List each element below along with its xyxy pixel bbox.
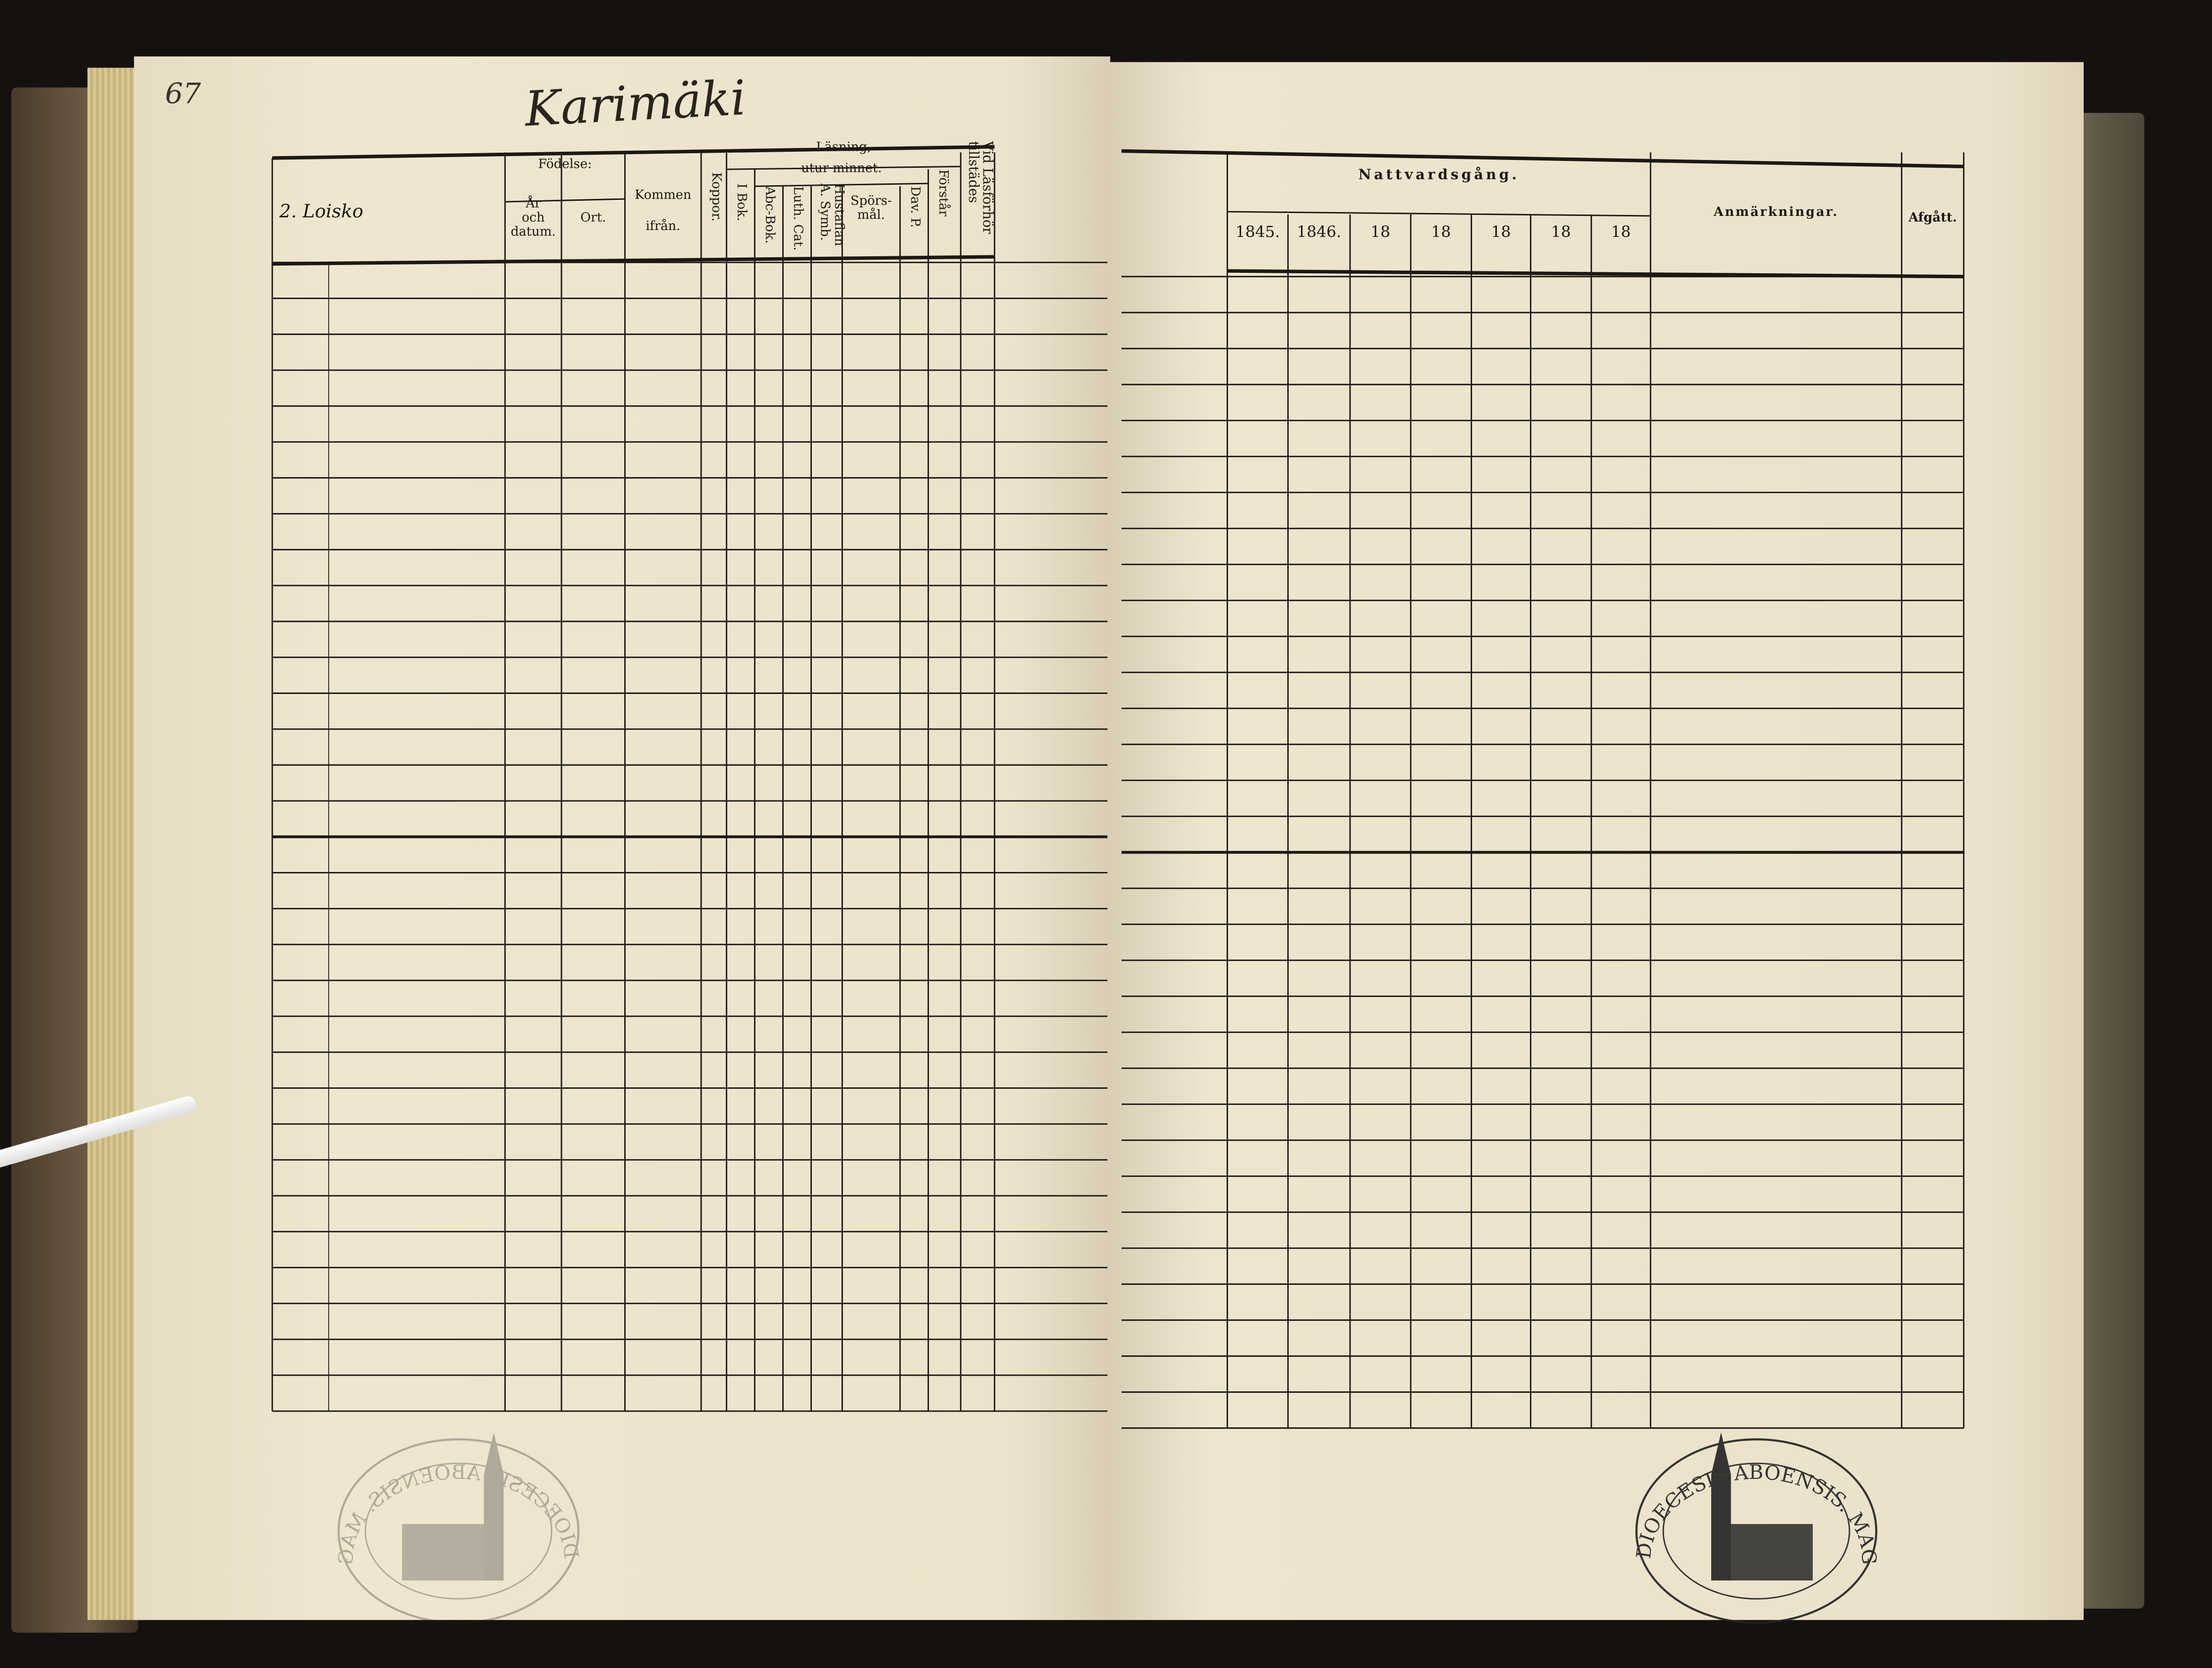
text: datum. xyxy=(510,226,556,240)
year-header: 18 xyxy=(1491,223,1511,242)
rule-line xyxy=(726,165,961,170)
header-dav-p: Dav. P. xyxy=(907,186,921,228)
rule-line xyxy=(505,198,625,203)
header-sporsmal: Spörs- mål. xyxy=(842,195,900,223)
right-page xyxy=(1107,62,2084,1620)
header-vid-lasforhor: Vid Läsförhör tillstädes xyxy=(965,141,995,234)
rule-line xyxy=(1227,211,1651,217)
text: ifrån. xyxy=(646,220,681,234)
text: och xyxy=(522,212,545,226)
diocese-stamp: DIOECESIS ABOENSIS. MAGN. FINL. xyxy=(0,0,1881,1624)
rule-line xyxy=(755,182,929,187)
text: Spörs- xyxy=(850,195,892,209)
header-afgatt: Afgått. xyxy=(1908,212,1957,226)
household-label: 2. Loisko xyxy=(279,201,364,223)
top-rule xyxy=(1121,149,1964,169)
year-header: 18 xyxy=(1611,223,1631,242)
header-luth-cat: Luth. Cat. xyxy=(790,186,805,251)
text: mål. xyxy=(857,209,885,223)
header-kommen-ifran: Kommen ifrån. xyxy=(625,180,701,243)
year-header: 1845. xyxy=(1235,223,1280,242)
text: Kommen xyxy=(634,189,692,203)
svg-text:DIOECESIS ABOENSIS. MAGN. FINL: DIOECESIS ABOENSIS. MAGN. FINL. xyxy=(0,0,1881,1565)
header-i-bok: I Bok. xyxy=(733,183,748,221)
text: År xyxy=(526,197,541,212)
year-header: 18 xyxy=(1370,223,1390,242)
header-fodelse: Födelse: xyxy=(538,158,592,173)
year-header: 18 xyxy=(1431,223,1451,242)
top-rule xyxy=(272,145,995,160)
year-header: 18 xyxy=(1551,223,1571,242)
page-number: 67 xyxy=(165,76,201,110)
diocese-stamp: DIOECESIS ABOENSIS. MAGN. FINL. xyxy=(334,0,926,1624)
header-hustaflan: Hustaflan A. Symb. xyxy=(817,183,845,247)
header-forstar: Förstår xyxy=(935,169,949,217)
book-cover-right xyxy=(2073,113,2144,1609)
year-header: 1846. xyxy=(1297,223,1341,242)
header-ar-och-datum: År och datum. xyxy=(505,197,562,240)
header-abc-bok: Abc-Bok. xyxy=(761,186,776,244)
header-ort: Ort. xyxy=(580,212,606,226)
header-nattvardsgang: Nattvardsgång. xyxy=(1358,168,1520,184)
header-utur-minnet: utur minnet. xyxy=(801,162,882,177)
svg-text:DIOECESIS ABOENSIS. MAGN. FINL: DIOECESIS ABOENSIS. MAGN. FINL. xyxy=(334,0,926,1565)
header-lasning: Läsning, xyxy=(816,141,871,156)
header-anmarkningar: Anmärkningar. xyxy=(1713,206,1839,220)
header-koppor: Koppor. xyxy=(708,172,722,222)
